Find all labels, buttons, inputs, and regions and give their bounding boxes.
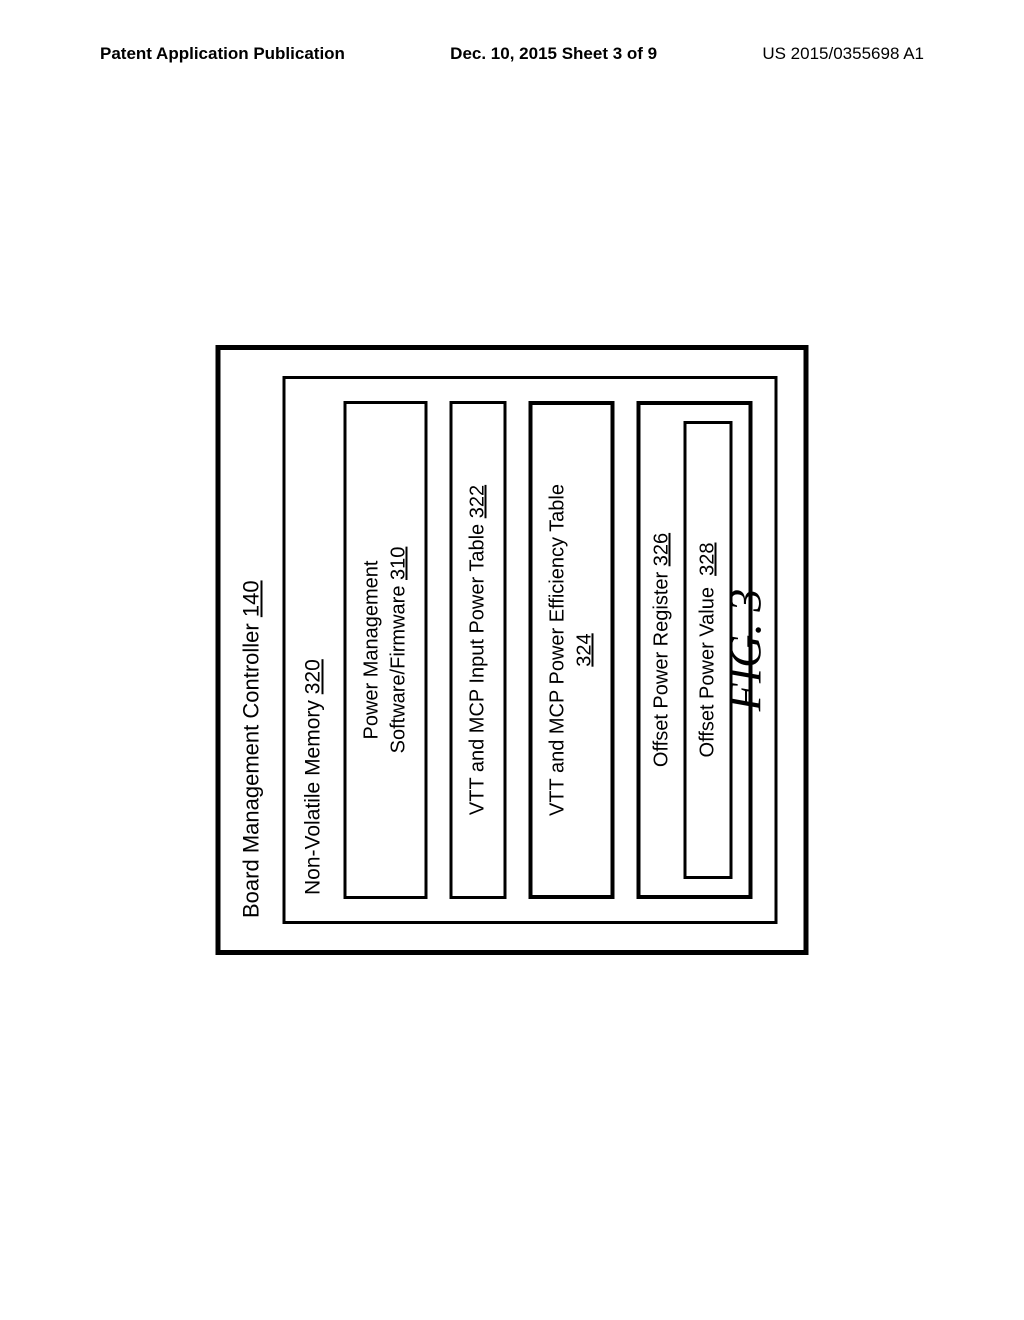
input-power-table-box: VTT and MCP Input Power Table 322 — [450, 401, 507, 899]
header-left: Patent Application Publication — [100, 44, 345, 64]
opv-ref: 328 — [697, 543, 719, 576]
bmc-title-ref: 140 — [239, 580, 264, 617]
pm-line1: Power Management — [359, 414, 386, 886]
figure-label: FIG. 3 — [719, 589, 772, 712]
opr-title-text: Offset Power Register — [651, 572, 673, 767]
non-volatile-memory: Non-Volatile Memory 320 Power Management… — [283, 376, 778, 924]
pm-line2: Software/Firmware 310 — [386, 414, 413, 886]
figure-canvas: Board Management Controller 140 Non-Vola… — [0, 150, 1024, 1250]
power-management-sw-box: Power Management Software/Firmware 310 — [344, 401, 428, 899]
page-header: Patent Application Publication Dec. 10, … — [0, 44, 1024, 64]
ipt-ref: 322 — [467, 485, 489, 518]
opr-title: Offset Power Register 326 — [651, 421, 674, 879]
power-efficiency-table-box: VTT and MCP Power Efficiency Table 324 — [529, 401, 615, 899]
nvm-title: Non-Volatile Memory 320 — [302, 401, 326, 899]
pet-line1: VTT and MCP Power Efficiency Table — [545, 415, 572, 885]
ipt-text: VTT and MCP Input Power Table — [467, 524, 489, 815]
nvm-title-ref: 320 — [302, 659, 325, 694]
opr-title-ref: 326 — [651, 533, 673, 566]
bmc-title-text: Board Management Controller — [239, 623, 264, 918]
pm-line2-ref: 310 — [388, 547, 410, 580]
pet-ref: 324 — [572, 415, 599, 885]
header-right: US 2015/0355698 A1 — [762, 44, 924, 64]
bmc-title: Board Management Controller 140 — [239, 376, 265, 924]
opv-text: Offset Power Value — [697, 587, 719, 757]
header-center: Dec. 10, 2015 Sheet 3 of 9 — [450, 44, 657, 64]
pm-line2-text: Software/Firmware — [388, 586, 410, 754]
nvm-title-text: Non-Volatile Memory — [302, 700, 325, 895]
